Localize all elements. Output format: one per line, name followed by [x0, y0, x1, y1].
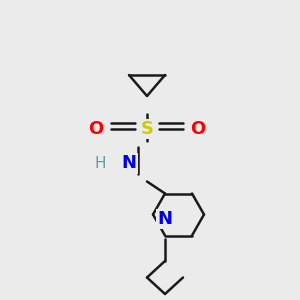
- Text: N: N: [158, 210, 172, 228]
- Text: O: O: [190, 120, 206, 138]
- Text: O: O: [88, 120, 104, 138]
- Text: N: N: [122, 154, 136, 172]
- Text: H: H: [95, 156, 106, 171]
- Text: S: S: [140, 120, 154, 138]
